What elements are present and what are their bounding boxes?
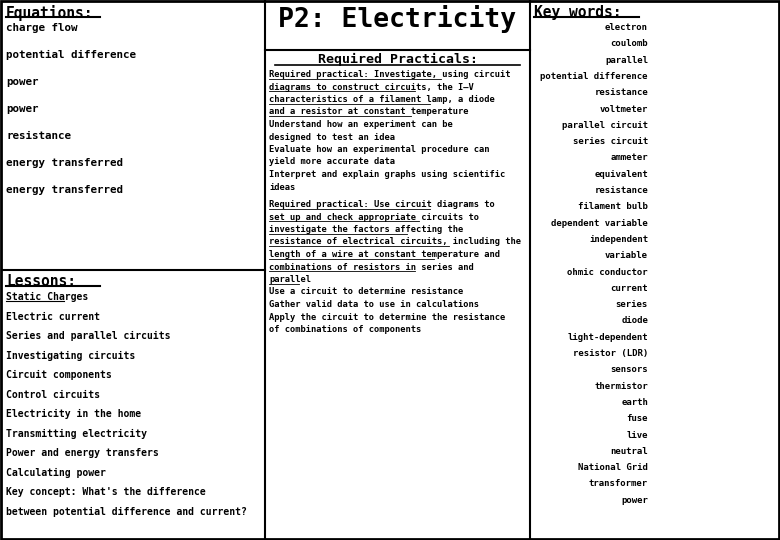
Text: fuse: fuse	[626, 414, 648, 423]
Text: ideas: ideas	[269, 183, 296, 192]
Text: resistor (LDR): resistor (LDR)	[573, 349, 648, 358]
Text: equivalent: equivalent	[594, 170, 648, 179]
Text: P2: Electricity: P2: Electricity	[278, 5, 516, 33]
Text: Series and parallel circuits: Series and parallel circuits	[6, 331, 171, 341]
Text: neutral: neutral	[611, 447, 648, 456]
Text: coulomb: coulomb	[611, 39, 648, 48]
Text: diagrams to construct circuits, the I–V: diagrams to construct circuits, the I–V	[269, 83, 473, 91]
Text: Equations:: Equations:	[6, 5, 94, 21]
Text: resistance of electrical circuits, including the: resistance of electrical circuits, inclu…	[269, 238, 521, 246]
Text: Electricity in the home: Electricity in the home	[6, 409, 141, 419]
Text: voltmeter: voltmeter	[600, 105, 648, 113]
Text: ohmic conductor: ohmic conductor	[567, 267, 648, 276]
Text: Control circuits: Control circuits	[6, 389, 100, 400]
Text: Lessons:: Lessons:	[6, 274, 76, 289]
Text: thermistor: thermistor	[594, 382, 648, 390]
Text: parallel: parallel	[605, 56, 648, 65]
Text: Electric current: Electric current	[6, 312, 100, 321]
Text: resistance: resistance	[594, 88, 648, 97]
Text: charge flow: charge flow	[6, 23, 77, 33]
Text: transformer: transformer	[589, 480, 648, 488]
Text: Gather valid data to use in calculations: Gather valid data to use in calculations	[269, 300, 479, 309]
Text: Interpret and explain graphs using scientific: Interpret and explain graphs using scien…	[269, 170, 505, 179]
Text: designed to test an idea: designed to test an idea	[269, 132, 395, 141]
Text: Calculating power: Calculating power	[6, 468, 106, 477]
Text: parallel circuit: parallel circuit	[562, 121, 648, 130]
Text: light-dependent: light-dependent	[567, 333, 648, 342]
Text: National Grid: National Grid	[578, 463, 648, 472]
Text: set up and check appropriate circuits to: set up and check appropriate circuits to	[269, 213, 479, 221]
Text: parallel: parallel	[269, 275, 311, 284]
Text: energy transferred: energy transferred	[6, 185, 123, 195]
Text: investigate the factors affecting the: investigate the factors affecting the	[269, 225, 463, 234]
Text: between potential difference and current?: between potential difference and current…	[6, 507, 247, 517]
Text: and a resistor at constant temperature: and a resistor at constant temperature	[269, 107, 469, 117]
Text: yield more accurate data: yield more accurate data	[269, 158, 395, 166]
Text: diode: diode	[621, 316, 648, 326]
Text: Transmitting electricity: Transmitting electricity	[6, 429, 147, 438]
Text: resistance: resistance	[6, 131, 71, 141]
Text: power: power	[6, 77, 38, 87]
Text: of combinations of components: of combinations of components	[269, 325, 421, 334]
Text: energy transferred: energy transferred	[6, 158, 123, 168]
Text: current: current	[611, 284, 648, 293]
Text: live: live	[626, 430, 648, 440]
Text: power: power	[6, 104, 38, 114]
Text: ammeter: ammeter	[611, 153, 648, 163]
Text: length of a wire at constant temperature and: length of a wire at constant temperature…	[269, 250, 500, 259]
Text: Investigating circuits: Investigating circuits	[6, 350, 135, 361]
Text: earth: earth	[621, 398, 648, 407]
Text: Use a circuit to determine resistance: Use a circuit to determine resistance	[269, 287, 463, 296]
Text: Static Charges: Static Charges	[6, 292, 88, 302]
Text: resistance: resistance	[594, 186, 648, 195]
Text: Required Practicals:: Required Practicals:	[317, 53, 477, 66]
Text: power: power	[621, 496, 648, 505]
Text: independent: independent	[589, 235, 648, 244]
Text: characteristics of a filament lamp, a diode: characteristics of a filament lamp, a di…	[269, 95, 495, 104]
Text: dependent variable: dependent variable	[551, 219, 648, 227]
Text: series: series	[615, 300, 648, 309]
Text: variable: variable	[605, 251, 648, 260]
Text: Evaluate how an experimental procedure can: Evaluate how an experimental procedure c…	[269, 145, 490, 154]
Text: sensors: sensors	[611, 365, 648, 374]
Text: Apply the circuit to determine the resistance: Apply the circuit to determine the resis…	[269, 313, 505, 321]
Text: potential difference: potential difference	[6, 50, 136, 60]
Text: electron: electron	[605, 23, 648, 32]
Text: Required practical: Investigate, using circuit: Required practical: Investigate, using c…	[269, 70, 510, 79]
Text: potential difference: potential difference	[541, 72, 648, 81]
Text: combinations of resistors in series and: combinations of resistors in series and	[269, 262, 473, 272]
Text: Required practical: Use circuit diagrams to: Required practical: Use circuit diagrams…	[269, 200, 495, 209]
Text: Understand how an experiment can be: Understand how an experiment can be	[269, 120, 452, 129]
Text: series circuit: series circuit	[573, 137, 648, 146]
Text: Power and energy transfers: Power and energy transfers	[6, 448, 159, 458]
Text: Circuit components: Circuit components	[6, 370, 112, 380]
Text: filament bulb: filament bulb	[578, 202, 648, 211]
Text: Key words:: Key words:	[534, 5, 622, 20]
Text: Key concept: What's the difference: Key concept: What's the difference	[6, 487, 206, 497]
